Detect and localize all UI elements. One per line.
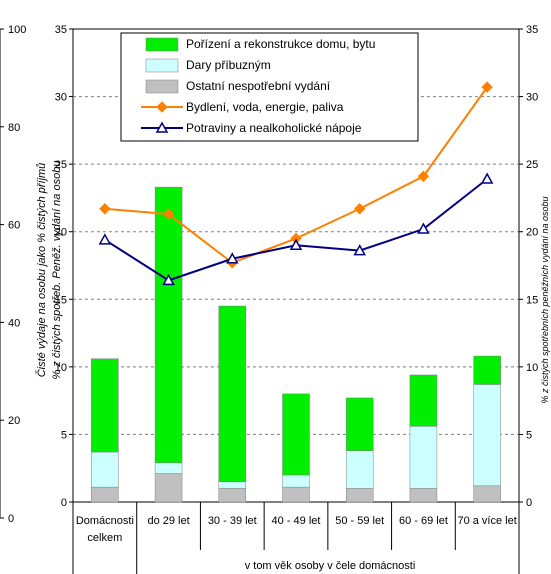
legend-swatch (145, 37, 179, 52)
bar-segment (473, 384, 501, 487)
bar-segment (91, 451, 119, 488)
line-point-marker (226, 252, 239, 264)
line-point-marker (417, 170, 430, 183)
y-right-tick-label: 30 (526, 92, 538, 104)
bar-segment (473, 355, 501, 385)
bar-segment (282, 486, 310, 503)
line-point-marker (99, 203, 111, 215)
y-right-tick-label: 0 (526, 497, 532, 509)
y-tick-label: 15 (55, 294, 67, 306)
y-tick-label: 10 (55, 362, 67, 374)
legend-entry-label: Bydlení, voda, energie, paliva (186, 100, 344, 114)
outer-y-tick-label: 100 (8, 24, 26, 36)
axes: 0 0 5 5 10 10 15 15 20 20 25 25 30 30 35 35 0 20 40 60 80 100… (0, 24, 538, 574)
bar-segment (345, 450, 374, 489)
y-tick-label: 30 (55, 92, 67, 104)
legend-entry-label: Ostatní nespotřební vydání (186, 79, 331, 93)
line-point-marker (156, 101, 168, 113)
line-series (98, 81, 494, 286)
outer-y-tick-label: 80 (8, 122, 20, 134)
bar-segment (282, 393, 310, 476)
y-tick-label: 5 (61, 429, 67, 441)
legend-entry-label: Pořízení a rekonstrukce domu, bytu (186, 37, 375, 51)
bar-segment (473, 485, 501, 503)
bar-segment (409, 374, 438, 427)
y-right-tick-label: 25 (526, 159, 538, 171)
x-category-label: 60 - 69 let (399, 515, 448, 527)
y-right-tick-label: 35 (526, 24, 538, 36)
x-category-label: 40 - 49 let (272, 515, 321, 527)
y-tick-label: 0 (61, 497, 67, 509)
right-y-axis-label: % z čistých spotřebních peněžních vydání… (540, 196, 550, 403)
bar-segment (218, 481, 247, 489)
bar-segment (154, 473, 183, 503)
bar-segment (154, 186, 183, 464)
bar-segment (91, 486, 119, 503)
outer-y-tick-label: 0 (8, 513, 14, 525)
x-category-label: 70 a více let (457, 515, 516, 527)
outer-y-tick-label: 20 (8, 415, 20, 427)
legend-swatch (145, 58, 179, 73)
line-point-marker (162, 208, 175, 220)
x-axis-label: v tom věk osoby v čele domácnosti (245, 560, 416, 572)
bar-segment (409, 426, 438, 489)
legend-swatch (145, 79, 179, 94)
line-point-marker (162, 273, 175, 286)
y-tick-label: 20 (55, 227, 67, 239)
y-right-tick-label: 5 (526, 429, 532, 441)
bar-segment (345, 397, 374, 451)
x-category-label: do 29 let (147, 515, 189, 527)
line-point-marker (289, 238, 303, 250)
line-point-marker (480, 172, 494, 184)
line-point-marker (354, 203, 366, 215)
line-point-marker (481, 81, 493, 93)
x-category-label: celkem (87, 532, 122, 544)
bar-segment (218, 488, 247, 503)
y-tick-label: 35 (55, 24, 67, 36)
line-point-marker (98, 233, 112, 245)
line-point-marker (417, 222, 430, 234)
x-category-label: 50 - 59 let (335, 515, 384, 527)
line-point-marker (353, 244, 366, 256)
bar-segment (218, 305, 247, 482)
bar-segment (91, 358, 119, 453)
x-category-label: 30 - 39 let (208, 515, 257, 527)
line-point-marker (155, 121, 169, 133)
y-tick-label: 25 (55, 159, 67, 171)
bar-series (91, 186, 501, 503)
bar-segment (345, 488, 374, 503)
legend: Pořízení a rekonstrukce domu, bytu Dary p… (120, 32, 419, 142)
bar-segment (154, 462, 183, 474)
bar-segment (409, 488, 438, 503)
bar-segment (282, 474, 310, 488)
outer-y-tick-label: 40 (8, 317, 20, 329)
outer-y-tick-label: 60 (8, 220, 20, 232)
y-right-tick-label: 15 (526, 294, 538, 306)
inner-y-axis-label: % z čistých spotřeb. Peněž. vydání na os… (51, 161, 63, 380)
outer-y-axis-label: Čisté výdaje na osobu jako % čistých pří… (35, 163, 48, 378)
legend-entry-label: Potraviny a nealkoholické nápoje (186, 121, 362, 135)
y-right-tick-label: 10 (526, 362, 538, 374)
x-category-label: Domácnosti (76, 515, 134, 527)
y-right-tick-label: 20 (526, 227, 538, 239)
legend-entry-label: Dary příbuzným (186, 58, 271, 72)
